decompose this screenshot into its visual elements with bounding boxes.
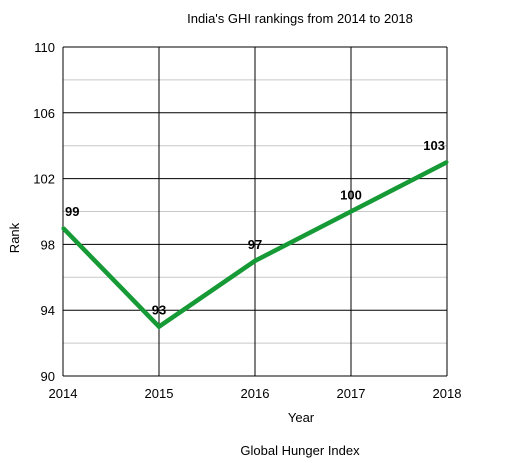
data-point <box>349 210 353 213</box>
data-point <box>253 259 257 263</box>
y-tick-label: 110 <box>34 40 55 55</box>
data-label: 100 <box>340 188 362 203</box>
chart-title: India's GHI rankings from 2014 to 2018 <box>187 11 413 26</box>
data-point <box>157 325 161 329</box>
tick-labels: 90 94 98 102 106 110 2014 2015 2016 2017 2018 <box>33 40 461 401</box>
data-point <box>61 226 65 230</box>
x-tick-label: 2018 <box>433 386 462 401</box>
y-tick-label: 94 <box>41 303 55 318</box>
y-tick-label: 90 <box>41 369 55 384</box>
major-gridlines <box>62 46 448 377</box>
data-label: 99 <box>65 204 79 219</box>
y-tick-label: 106 <box>33 106 55 121</box>
data-label: 103 <box>423 138 445 153</box>
chart-caption: Global Hunger Index <box>240 443 360 458</box>
x-tick-label: 2015 <box>145 386 174 401</box>
data-labels: 99 93 97 100 103 <box>65 138 445 318</box>
data-label: 93 <box>152 303 166 318</box>
y-tick-label: 98 <box>41 237 55 252</box>
y-axis-label: Rank <box>7 222 22 253</box>
x-tick-label: 2016 <box>241 386 270 401</box>
x-axis-label: Year <box>288 410 315 425</box>
data-point <box>445 160 449 164</box>
series-group <box>61 160 449 330</box>
y-tick-label: 102 <box>33 172 55 187</box>
x-tick-label: 2017 <box>337 386 366 401</box>
data-label: 97 <box>248 237 262 252</box>
x-tick-label: 2014 <box>49 386 78 401</box>
